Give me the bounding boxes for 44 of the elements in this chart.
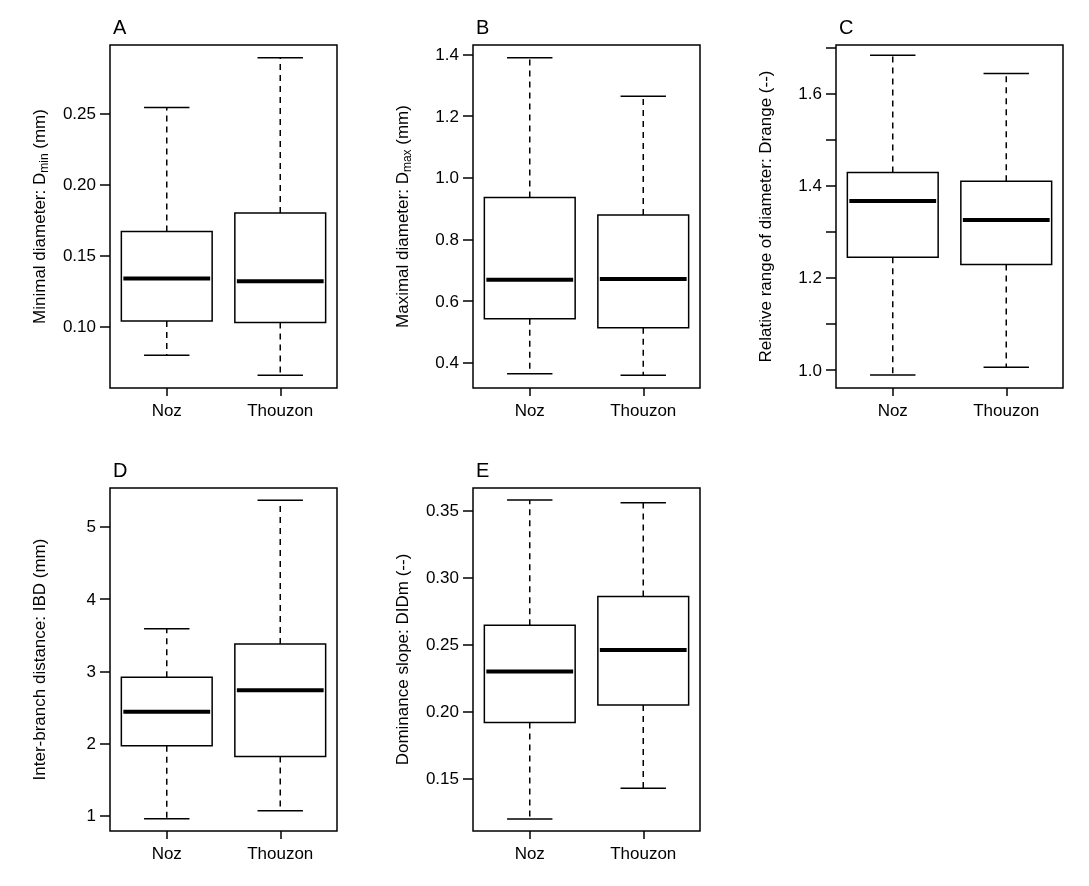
y-tick-label: 0.30 xyxy=(425,568,459,588)
y-tick-label: 0.6 xyxy=(435,291,459,311)
y-axis-title: Dominance slope: DIDm (--) xyxy=(393,553,412,766)
x-tick-label: Noz xyxy=(151,401,182,420)
y-axis-title: Relative range of diameter: Drange (--) xyxy=(756,70,775,363)
y-tick-label: 1.4 xyxy=(798,176,822,196)
y-tick-label: 1.0 xyxy=(798,360,822,380)
y-tick-label: 0.25 xyxy=(62,103,96,123)
y-tick-label: 1.2 xyxy=(798,268,822,288)
x-tick-label: Thouzon xyxy=(247,401,314,420)
x-tick-label: Thouzon xyxy=(973,401,1040,420)
x-tick-label: Noz xyxy=(514,844,545,863)
y-tick-label: 0.15 xyxy=(62,246,96,266)
chart-title: B xyxy=(476,16,490,38)
y-tick-label: 0.20 xyxy=(62,174,96,194)
y-axis-title: Maximal diameter: Dmax (mm) xyxy=(393,105,414,328)
y-tick-label: 0.4 xyxy=(435,353,459,373)
y-tick-label: 0.10 xyxy=(62,317,96,337)
y-tick-label: 0.25 xyxy=(425,635,459,655)
x-tick-label: Thouzon xyxy=(610,844,677,863)
y-axis-title: Inter-branch distance: IBD (mm) xyxy=(30,538,49,781)
y-tick-label: 1 xyxy=(86,806,96,826)
chart-title: E xyxy=(476,459,490,481)
y-tick-label: 0.15 xyxy=(425,769,459,789)
y-tick-label: 3 xyxy=(86,661,96,681)
y-tick-label: 1.2 xyxy=(435,106,459,126)
y-tick-label: 4 xyxy=(86,589,96,609)
chart-title: A xyxy=(113,16,127,38)
y-tick-label: 1.0 xyxy=(435,168,459,188)
x-tick-label: Thouzon xyxy=(610,401,677,420)
y-tick-label: 0.35 xyxy=(425,501,459,521)
chart-title: C xyxy=(839,16,854,38)
y-tick-label: 1.6 xyxy=(798,84,822,104)
x-tick-label: Noz xyxy=(877,401,908,420)
y-tick-label: 1.4 xyxy=(435,44,459,64)
y-tick-label: 2 xyxy=(86,734,96,754)
x-tick-label: Noz xyxy=(151,844,182,863)
x-tick-label: Noz xyxy=(514,401,545,420)
y-axis-title: Minimal diameter: Dmin (mm) xyxy=(30,109,51,324)
chart-title: D xyxy=(113,459,128,481)
y-tick-label: 0.8 xyxy=(435,230,459,249)
y-tick-label: 5 xyxy=(86,517,96,537)
y-tick-label: 0.20 xyxy=(425,702,459,722)
x-tick-label: Thouzon xyxy=(247,844,314,863)
